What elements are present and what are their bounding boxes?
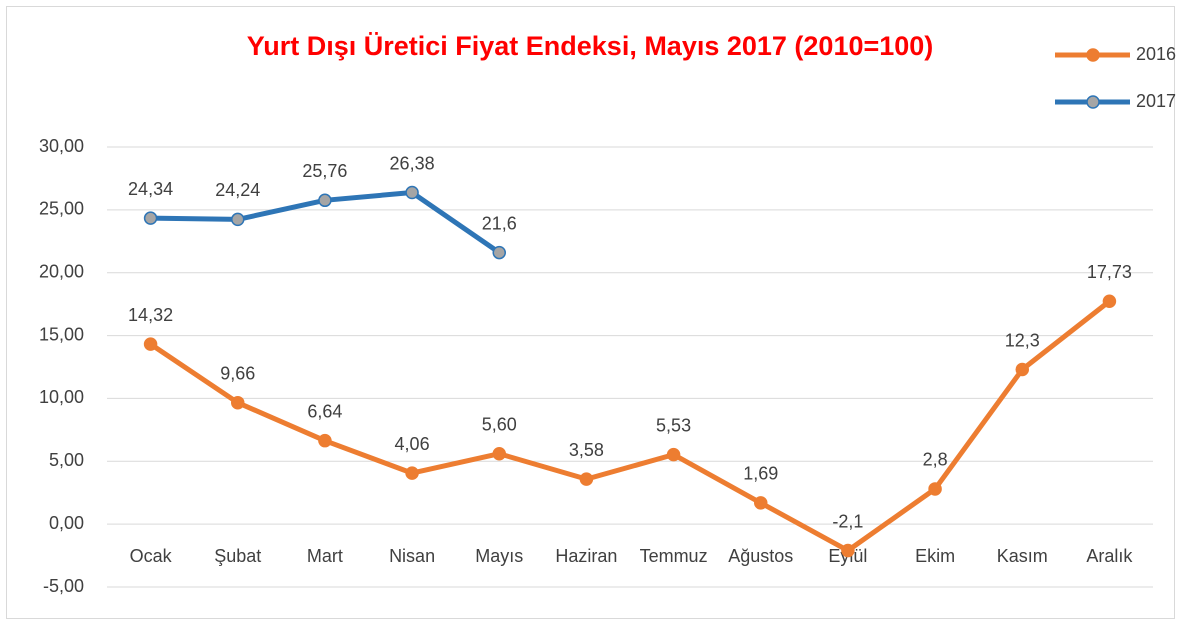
y-tick-label: 25,00 [39,199,84,219]
x-tick-label: Mart [307,546,343,566]
point-marker [318,193,332,208]
data-label: 21,6 [482,213,517,233]
y-tick-label: 20,00 [39,261,84,281]
y-tick-label: -5,00 [43,576,84,596]
point-marker [1102,294,1117,309]
point-marker [841,543,855,558]
data-label: 3,58 [569,440,604,460]
chart-border [6,6,1175,619]
data-label: 12,3 [1005,330,1040,350]
x-tick-label: Ocak [130,546,173,566]
data-label: 1,69 [743,464,778,484]
point-marker [231,212,245,227]
point-marker [666,447,681,462]
legend-label: 2016 [1136,44,1176,64]
data-label: 25,76 [302,161,347,181]
x-tick-label: Kasım [997,546,1048,566]
x-tick-label: Nisan [389,546,435,566]
data-label: 17,73 [1087,262,1132,282]
point-marker [579,472,594,486]
point-marker [492,446,506,461]
point-marker [928,482,942,496]
point-marker [143,337,158,351]
data-label: 9,66 [220,363,255,383]
data-label: 24,24 [215,180,260,200]
x-tick-label: Mayıs [475,546,523,566]
x-tick-label: Ağustos [728,546,793,566]
point-marker [318,433,332,448]
data-label: -2,1 [832,511,863,531]
y-tick-label: 30,00 [39,136,84,156]
data-label: 2,8 [923,450,948,470]
data-label: 6,64 [307,401,342,421]
y-tick-label: 10,00 [39,387,84,407]
data-label: 26,38 [390,153,435,173]
x-tick-label: Aralık [1086,546,1133,566]
legend-label: 2017 [1136,91,1176,111]
x-tick-label: Temmuz [640,546,708,566]
data-label: 24,34 [128,179,173,199]
data-label: 5,60 [482,414,517,434]
point-marker [143,211,158,225]
x-tick-label: Ekim [915,546,955,566]
legend-marker [1086,95,1100,109]
series-line [149,299,1111,554]
chart-title: Yurt Dışı Üretici Fiyat Endeksi, Mayıs 2… [247,31,934,61]
y-tick-label: 15,00 [39,324,84,344]
y-tick-label: 0,00 [49,513,84,533]
point-marker [405,185,419,200]
point-marker [492,245,506,260]
x-tick-label: Şubat [214,546,261,566]
data-label: 5,53 [656,415,691,435]
legend-marker [1086,48,1100,62]
point-marker [754,496,768,510]
x-tick-label: Haziran [555,546,617,566]
data-label: 4,06 [395,434,430,454]
data-label: 14,32 [128,305,173,325]
point-marker [1015,362,1029,377]
y-tick-label: 5,00 [49,450,84,470]
point-marker [405,466,419,480]
point-marker [231,395,245,410]
